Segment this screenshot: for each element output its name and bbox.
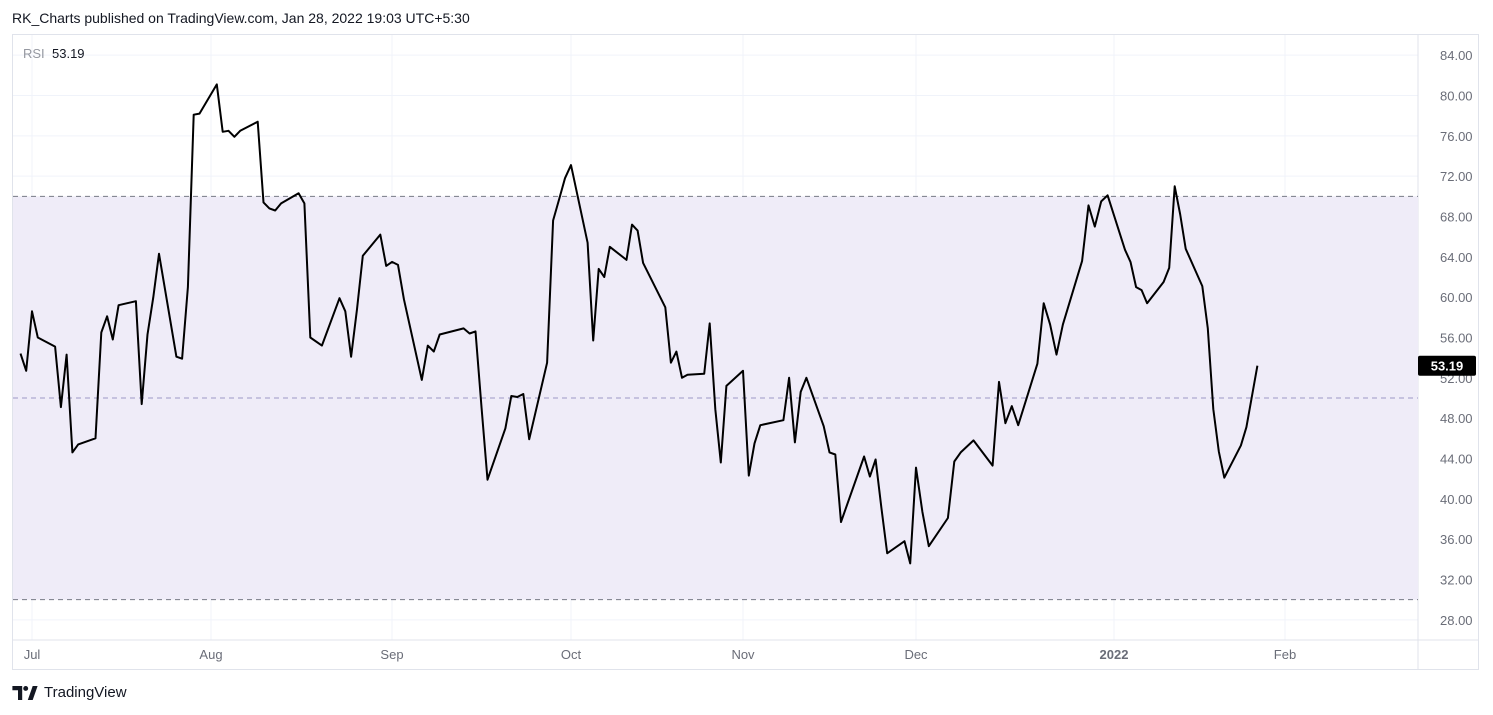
publish-header: RK_Charts published on TradingView.com, … xyxy=(12,10,470,26)
price-axis[interactable]: 28.0032.0036.0040.0044.0048.0052.0056.00… xyxy=(1440,48,1473,628)
x-tick-label: Oct xyxy=(561,647,582,662)
last-value-label: 53.19 xyxy=(1418,355,1476,376)
x-tick-label: 2022 xyxy=(1100,647,1129,662)
y-tick-label: 36.00 xyxy=(1440,532,1473,547)
rsi-line xyxy=(19,83,1259,565)
legend-key: RSI xyxy=(23,46,45,61)
y-tick-label: 28.00 xyxy=(1440,613,1473,628)
x-tick-label: Nov xyxy=(731,647,755,662)
y-tick-label: 56.00 xyxy=(1440,331,1473,346)
footer-brand[interactable]: TradingView xyxy=(12,684,127,701)
y-tick-label: 68.00 xyxy=(1440,210,1473,225)
y-tick-label: 84.00 xyxy=(1440,48,1473,63)
footer-brand-label: TradingView xyxy=(44,684,127,701)
legend-value: 53.19 xyxy=(52,46,85,61)
chart-frame xyxy=(12,34,1479,670)
x-tick-label: Sep xyxy=(380,647,403,662)
y-tick-label: 48.00 xyxy=(1440,411,1473,426)
time-axis[interactable]: Jul Aug Sep Oct Nov Dec 2022 Feb xyxy=(24,647,1297,662)
x-tick-label: Jul xyxy=(24,647,41,662)
y-tick-label: 80.00 xyxy=(1440,89,1473,104)
y-tick-label: 32.00 xyxy=(1440,573,1473,588)
y-tick-label: 40.00 xyxy=(1440,492,1473,507)
y-tick-label: 60.00 xyxy=(1440,290,1473,305)
x-tick-label: Feb xyxy=(1274,647,1296,662)
rsi-legend: RSI 53.19 xyxy=(23,46,85,61)
y-tick-label: 72.00 xyxy=(1440,169,1473,184)
last-value-badge xyxy=(1418,355,1476,376)
tradingview-logo-icon xyxy=(12,685,38,700)
y-tick-label: 64.00 xyxy=(1440,250,1473,265)
rsi-line-layer xyxy=(19,83,1259,565)
y-tick-label: 76.00 xyxy=(1440,129,1473,144)
x-tick-label: Aug xyxy=(199,647,222,662)
y-tick-label: 44.00 xyxy=(1440,452,1473,467)
last-value-text: 53.19 xyxy=(1431,359,1464,374)
x-tick-label: Dec xyxy=(904,647,928,662)
